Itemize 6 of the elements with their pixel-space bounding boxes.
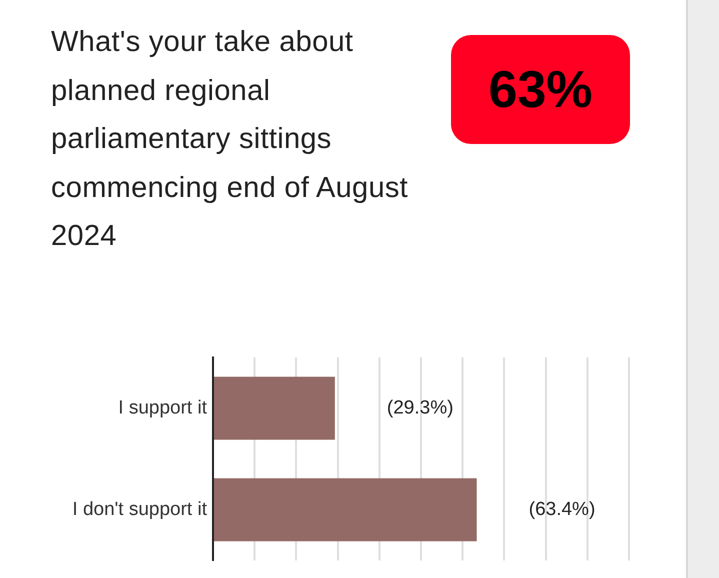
data-label: (63.4%) xyxy=(528,499,596,520)
y-tick-label: I support it xyxy=(118,397,208,418)
data-label: (29.3%) xyxy=(386,397,454,418)
y-tick-label: I don't support it xyxy=(72,499,208,520)
text: 63% xyxy=(451,35,630,144)
chart-title: What's your take about planned regional parliamentary sittings commencing end of August 2024 xyxy=(51,25,410,254)
